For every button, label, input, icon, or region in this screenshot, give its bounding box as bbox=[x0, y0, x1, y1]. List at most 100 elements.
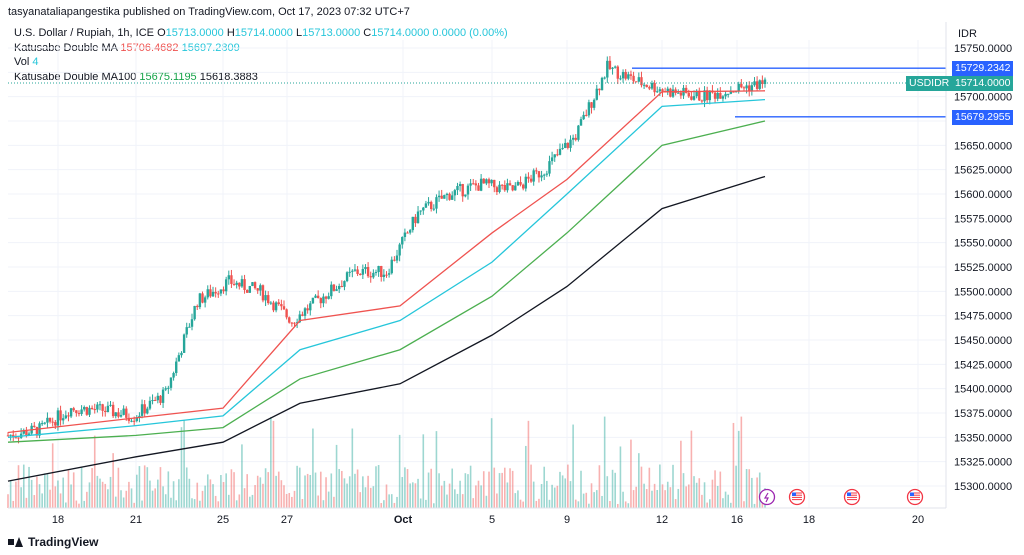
volume-bar bbox=[511, 470, 514, 508]
candle-body bbox=[613, 66, 617, 68]
volume-bar bbox=[454, 489, 456, 508]
candle-body bbox=[487, 179, 491, 184]
candle-body bbox=[54, 422, 57, 426]
publisher-credit: tasyanataliapangestika published on Trad… bbox=[8, 6, 410, 18]
candle-body bbox=[748, 85, 751, 92]
volume-bar bbox=[698, 478, 701, 508]
candle-body bbox=[753, 81, 756, 86]
x-tick-label: 18 bbox=[803, 514, 815, 526]
legend-ma100-row[interactable]: Katusabe Double MA100 15675.1195 15618.3… bbox=[14, 70, 508, 85]
candle-body bbox=[755, 81, 759, 89]
volume-bar bbox=[427, 472, 430, 508]
candle-body bbox=[314, 295, 317, 298]
volume-bar bbox=[590, 483, 593, 508]
volume-bar bbox=[306, 473, 309, 508]
volume-bar bbox=[65, 502, 67, 508]
volume-bar bbox=[296, 465, 298, 508]
candle-body bbox=[327, 296, 330, 299]
candle-body bbox=[366, 267, 370, 277]
volume-bar bbox=[627, 503, 630, 508]
candle-body bbox=[106, 405, 110, 413]
volume-bar bbox=[319, 471, 322, 508]
candle-body bbox=[190, 319, 194, 327]
volume-bar bbox=[703, 482, 706, 508]
volume-bar bbox=[377, 465, 380, 508]
volume-bar bbox=[706, 502, 708, 508]
volume-bar bbox=[201, 490, 204, 508]
candle-body bbox=[727, 93, 730, 95]
volume-bar bbox=[133, 502, 135, 508]
candle-body bbox=[177, 355, 181, 362]
candle-body bbox=[556, 154, 559, 156]
candle-body bbox=[185, 327, 188, 335]
volume-bar bbox=[595, 490, 598, 508]
volume-bar bbox=[283, 485, 285, 508]
volume-bar bbox=[135, 474, 138, 508]
volume-bar bbox=[714, 470, 716, 508]
candle-body bbox=[43, 422, 46, 424]
volume-bar bbox=[761, 502, 764, 508]
candle-body bbox=[109, 404, 112, 406]
economic-event-flag-icon[interactable] bbox=[843, 488, 861, 506]
volume-bar bbox=[238, 494, 241, 508]
ma2-name[interactable]: Katusabe Double MA100 bbox=[14, 70, 137, 83]
volume-bar bbox=[651, 490, 653, 508]
legend-vol-row[interactable]: Vol 4 bbox=[14, 55, 508, 70]
candle-body bbox=[540, 175, 543, 178]
last-price-tag[interactable]: 15714.0000 bbox=[952, 76, 1014, 92]
volume-bar bbox=[532, 481, 535, 508]
economic-event-flag-icon[interactable] bbox=[906, 488, 924, 506]
candle-body bbox=[46, 417, 49, 423]
volume-bar bbox=[617, 503, 619, 508]
legend-ohlc-row[interactable]: U.S. Dollar / Rupiah, 1h, ICE O15713.000… bbox=[14, 27, 508, 39]
candle-body bbox=[758, 80, 761, 89]
volume-bar bbox=[748, 469, 751, 508]
currency-label[interactable]: IDR bbox=[958, 28, 977, 40]
volume-bar bbox=[711, 479, 714, 508]
volume-bar bbox=[75, 500, 78, 508]
symbol-tag[interactable]: USDIDR bbox=[906, 76, 953, 92]
volume-bar bbox=[732, 422, 735, 508]
volume-bar bbox=[178, 479, 180, 508]
volume-bar bbox=[46, 474, 49, 508]
candle-body bbox=[114, 412, 117, 417]
candle-body bbox=[508, 183, 512, 186]
lower-level-tag[interactable]: 15679.2955 bbox=[952, 109, 1014, 125]
candle-body bbox=[451, 195, 454, 200]
candle-body bbox=[493, 179, 496, 188]
volume-bar bbox=[338, 469, 340, 508]
volume-bar bbox=[385, 484, 388, 508]
candle-body bbox=[322, 296, 325, 304]
volume-bar bbox=[204, 485, 206, 508]
volume-bar bbox=[577, 501, 580, 508]
volume-bar bbox=[254, 485, 256, 508]
volume-bar bbox=[280, 480, 283, 508]
economic-event-flag-icon[interactable] bbox=[788, 488, 806, 506]
volume-bar bbox=[472, 498, 475, 508]
tradingview-logo[interactable]: TradingView bbox=[8, 535, 98, 549]
dividend-event-icon[interactable] bbox=[758, 488, 776, 506]
volume-bar bbox=[217, 501, 220, 508]
volume-bar bbox=[149, 480, 151, 508]
upper-level-tag[interactable]: 15729.2342 bbox=[952, 61, 1014, 77]
candle-body bbox=[356, 269, 359, 274]
candle-body bbox=[227, 275, 230, 280]
candle-body bbox=[17, 437, 20, 439]
candle-body bbox=[640, 77, 643, 86]
candle-body bbox=[763, 79, 767, 85]
candle-body bbox=[6, 435, 10, 437]
candle-body bbox=[98, 404, 102, 406]
volume-bar bbox=[598, 465, 601, 508]
volume-bar bbox=[609, 501, 611, 508]
volume-bar bbox=[233, 472, 235, 508]
volume-bar bbox=[635, 486, 638, 508]
y-tick-label: 15400.0000 bbox=[954, 384, 1012, 396]
volume-bar bbox=[514, 493, 517, 508]
candle-body bbox=[679, 92, 683, 96]
candle-body bbox=[527, 176, 530, 179]
volume-bar bbox=[356, 469, 359, 508]
candle-body bbox=[56, 410, 60, 426]
symbol-label[interactable]: U.S. Dollar / Rupiah, 1h, ICE bbox=[14, 27, 155, 39]
vol-name[interactable]: Vol bbox=[14, 56, 30, 68]
